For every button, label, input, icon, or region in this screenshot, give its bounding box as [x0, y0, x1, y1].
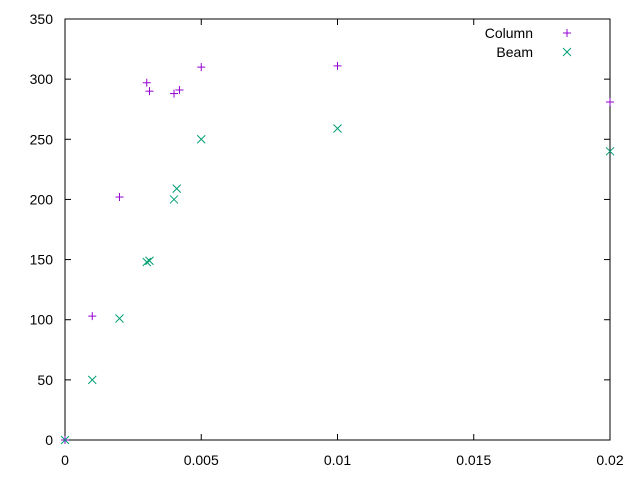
data-point [175, 85, 184, 94]
series-column [61, 61, 614, 444]
y-tick-label: 0 [45, 432, 53, 448]
y-tick-label: 100 [30, 312, 54, 328]
data-point [115, 314, 124, 323]
x-tick-label: 0 [61, 452, 69, 468]
y-tick-label: 200 [30, 191, 54, 207]
x-tick-label: 0.01 [324, 452, 351, 468]
legend-marker [563, 29, 571, 37]
legend-label: Beam [496, 44, 533, 60]
x-axis: 0 0.005 0.01 0.015 0.02 [61, 19, 624, 468]
data-point [169, 195, 179, 204]
y-tick-label: 300 [30, 71, 54, 87]
series-beam [60, 124, 615, 445]
data-point [87, 375, 97, 385]
data-point [196, 134, 206, 144]
legend-marker [562, 47, 572, 57]
data-point [145, 256, 154, 266]
data-point [142, 257, 152, 267]
data-point [145, 87, 154, 96]
data-point [333, 61, 342, 70]
series-layer [60, 61, 615, 445]
y-tick-label: 50 [37, 372, 53, 388]
data-point [172, 184, 182, 193]
x-tick-label: 0.02 [596, 452, 623, 468]
legend: Column Beam [485, 25, 572, 60]
y-tick-label: 250 [30, 131, 54, 147]
data-point [605, 146, 615, 156]
data-point [197, 63, 206, 72]
data-point [88, 312, 97, 321]
y-axis: 0 50 100 150 200 250 300 350 [30, 11, 610, 448]
data-point [60, 435, 70, 445]
data-point [333, 124, 342, 133]
data-point [606, 97, 614, 106]
x-tick-label: 0.005 [184, 452, 219, 468]
x-tick-label: 0.015 [456, 452, 491, 468]
legend-label: Column [485, 25, 533, 41]
y-tick-label: 350 [30, 11, 54, 27]
data-point [142, 78, 151, 87]
y-tick-label: 150 [30, 252, 54, 268]
data-point [170, 89, 178, 98]
data-point [115, 193, 124, 202]
